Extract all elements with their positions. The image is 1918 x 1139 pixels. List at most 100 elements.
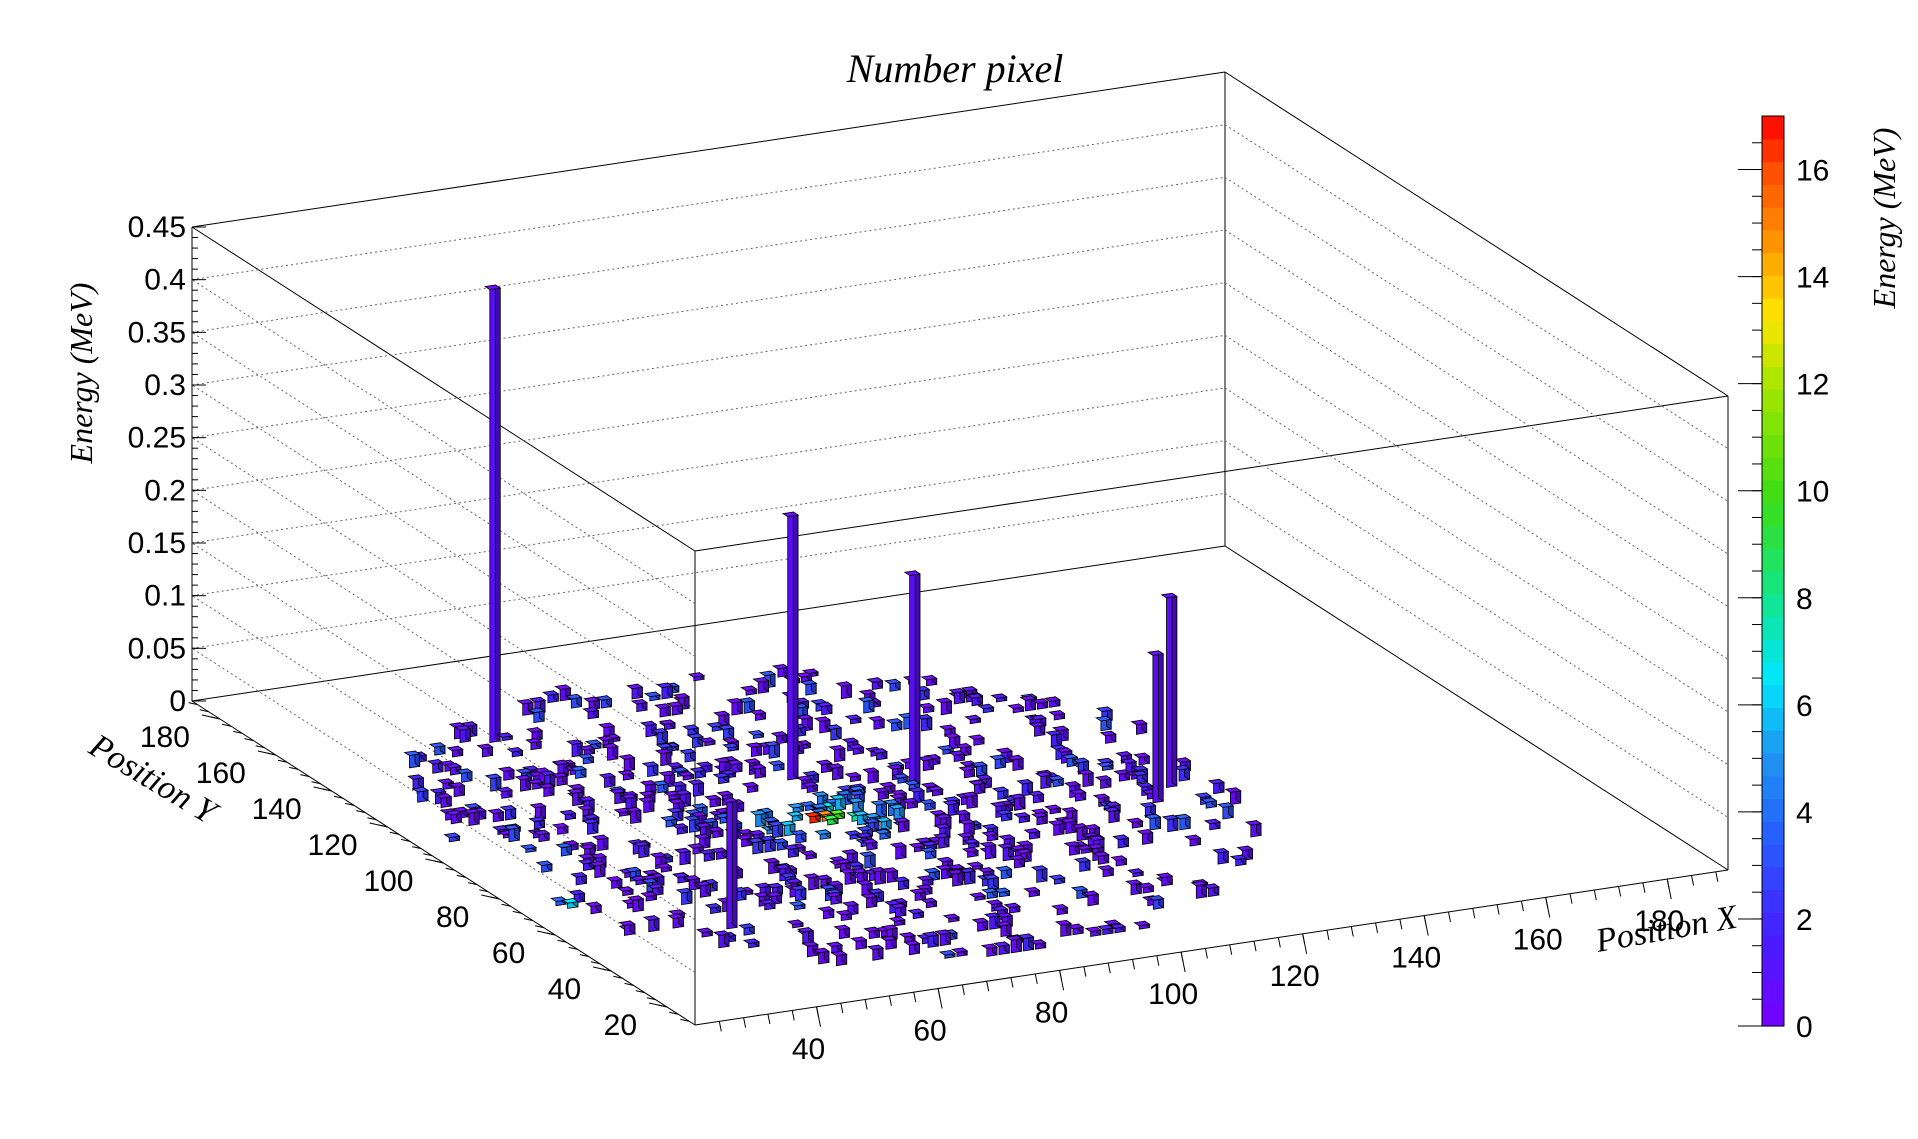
bin-top-face: [884, 678, 902, 685]
bin-bar: [745, 742, 763, 758]
bin-bar: [476, 743, 494, 758]
y-minor-tick: [568, 946, 578, 950]
bin-top-face: [1045, 730, 1063, 736]
bin-top-face: [1216, 802, 1235, 808]
bin-top-face: [935, 864, 953, 871]
bin-top-face: [696, 927, 714, 934]
bin-top-face: [919, 847, 938, 853]
bin-top-face: [581, 818, 600, 825]
bin-top-face: [638, 790, 657, 797]
bin-bar: [1161, 814, 1180, 833]
bin-top-face: [712, 930, 731, 936]
bin-top-face: [577, 804, 595, 811]
bin-bar: [537, 782, 556, 798]
x-minor-tick: [986, 981, 990, 992]
colorbar-step: [1762, 389, 1784, 413]
bin-top-face: [991, 786, 1010, 793]
bin-top-face: [991, 905, 1009, 912]
bin-bar: [951, 947, 969, 957]
bin-top-face: [641, 761, 659, 767]
bin-bar: [932, 832, 951, 849]
bin-top-face: [892, 773, 910, 779]
bin-top-face: [846, 861, 865, 867]
bin-bar: [935, 697, 953, 716]
bin-top-face: [935, 697, 953, 704]
bin-top-face: [967, 734, 986, 740]
bin-top-face: [1031, 812, 1049, 818]
bin-bar: [778, 820, 797, 837]
bin-bar: [829, 794, 847, 812]
bin-top-face: [801, 781, 819, 788]
bin-bar: [993, 941, 1011, 956]
bin-bar: [968, 779, 986, 795]
y-tick-label: 120: [308, 829, 358, 862]
bin-bar: [683, 874, 701, 891]
bin-top-face: [566, 788, 585, 794]
bin-top-face: [821, 814, 840, 821]
bin-bar: [671, 822, 689, 835]
bin-bar: [570, 871, 588, 886]
bin-top-face: [704, 903, 722, 909]
bin-top-face: [747, 829, 766, 836]
bin-bar: [884, 678, 902, 692]
bin-bar: [495, 786, 514, 799]
y-minor-tick: [657, 1004, 668, 1008]
bin-top-face: [796, 714, 814, 720]
y-tick-label: 80: [436, 901, 469, 934]
bin-top-face: [815, 701, 833, 708]
bin-bar: [815, 701, 833, 716]
bin-bar: [889, 841, 908, 860]
bin-top-face: [995, 809, 1013, 815]
bin-top-face: [1099, 730, 1117, 737]
bin-top-face: [537, 783, 556, 789]
bin-top-face: [1023, 886, 1041, 893]
bin-top-face: [836, 785, 855, 791]
bin-bar: [654, 703, 672, 718]
bin-bar: [909, 888, 927, 902]
bin-top-face: [666, 701, 684, 707]
bin-top-face: [437, 778, 455, 784]
z-gridline-right: [1224, 124, 1729, 450]
bin-top-face: [745, 742, 763, 748]
bin-top-face: [687, 843, 705, 849]
x-minor-tick: [1496, 904, 1500, 915]
bin-bar: [672, 872, 690, 884]
bin-bar: [847, 743, 865, 756]
bin-bar: [920, 674, 938, 687]
bin-top-face: [671, 766, 689, 773]
y-minor-tick: [434, 860, 444, 864]
y-tick-label: 60: [492, 937, 525, 970]
bin-bar: [617, 769, 635, 781]
colorbar-step: [1762, 889, 1784, 913]
bin-top-face: [1059, 817, 1078, 824]
bin-bar: [889, 902, 907, 918]
bin-top-face: [506, 747, 524, 753]
bin-top-face: [830, 950, 848, 957]
bin-bar: [958, 867, 977, 885]
bin-bar: [1125, 879, 1143, 896]
bin-top-face: [848, 790, 866, 796]
bin-bar: [874, 828, 892, 840]
bin-bar: [966, 861, 984, 871]
bin-bar: [722, 742, 740, 752]
bin-bar: [977, 703, 995, 714]
bin-top-face: [1034, 771, 1053, 778]
bin-top-face: [841, 737, 860, 744]
bin-top-face: [671, 823, 689, 829]
bin-top-face: [1071, 823, 1089, 829]
bin-bar: [559, 809, 577, 821]
bin-top-face: [934, 929, 952, 935]
bin-top-face: [627, 895, 645, 901]
bin-top-face: [1007, 703, 1025, 710]
bin-bar: [1097, 864, 1115, 878]
bin-top-face: [583, 696, 601, 703]
y-minor-tick: [344, 802, 355, 806]
bin-top-face: [499, 805, 517, 811]
bin-top-face: [613, 807, 631, 814]
bin-bar: [1084, 926, 1102, 937]
bin-top-face: [448, 782, 466, 788]
y-tick-label: 160: [196, 757, 246, 790]
bin-bar: [801, 940, 819, 958]
bin-bar: [1212, 847, 1230, 865]
x-minor-tick: [1253, 941, 1257, 952]
